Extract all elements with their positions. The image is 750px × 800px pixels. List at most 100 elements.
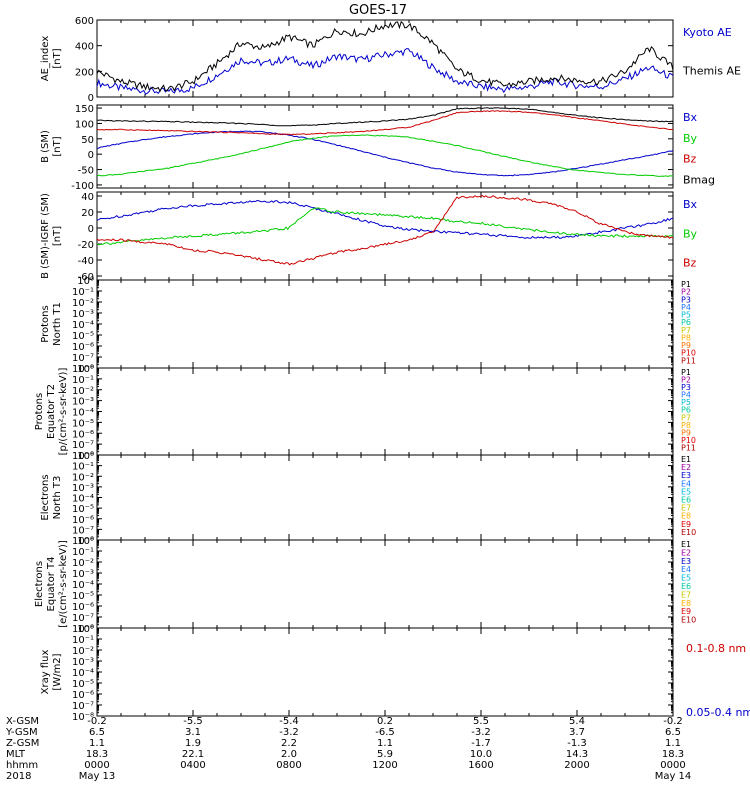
panel-b_sm: -100 -50 0 50 100 150 B (SM) [nT] Bx By Bz Bmag	[40, 104, 715, 192]
y-tick-label: 10⁻⁶	[72, 515, 94, 526]
x-row-label: X-GSM	[6, 716, 39, 727]
y-tick-label: 400	[75, 42, 94, 53]
plot-title: GOES-17	[349, 3, 407, 18]
panel-protons_t2: 10⁰10⁻¹10⁻²10⁻³10⁻⁴10⁻⁵10⁻⁶10⁻⁷10⁻⁸Proto…	[34, 364, 696, 462]
legend-entry: E5	[681, 487, 691, 496]
legend-entry: E9	[681, 520, 691, 529]
x-tick-value: 2.2	[281, 738, 297, 749]
legend-entry: Bx	[683, 198, 698, 211]
series-line-bmag	[97, 107, 674, 127]
legend-entry: P10	[681, 349, 696, 358]
legend-entry: By	[683, 227, 698, 240]
y-tick-label: 10⁻³	[72, 397, 94, 408]
x-tick-value: -5.4	[279, 716, 299, 727]
y-tick-label: 10⁰	[77, 364, 94, 375]
x-tick-value: 5.4	[569, 716, 585, 727]
x-tick-value: -1.3	[567, 738, 587, 749]
y-tick-label: 10⁻²	[72, 558, 94, 569]
x-tick-value: 22.1	[182, 749, 204, 760]
legend-entry: E1	[681, 455, 691, 464]
y-tick-label: 10⁻⁵	[72, 591, 94, 602]
legend-entry: P2	[681, 376, 691, 385]
x-tick-value: 18.3	[86, 749, 108, 760]
series-line-themis-ae	[96, 20, 674, 93]
x-tick-value: -5.5	[183, 716, 203, 727]
x-row-label: Z-GSM	[6, 738, 39, 749]
y-tick-label: 20	[81, 208, 94, 219]
panel-electrons_t4: 10⁰10⁻¹10⁻²10⁻³10⁻⁴10⁻⁵10⁻⁶10⁻⁷10⁻⁸Elect…	[34, 536, 696, 635]
legend-entry: E7	[681, 504, 691, 513]
y-tick-label: 10⁰	[77, 624, 94, 635]
y-tick-label: -40	[78, 256, 94, 267]
series-line-bz	[96, 110, 674, 136]
x-tick-value: 10.0	[470, 749, 492, 760]
y-tick-label: 10⁰	[77, 536, 94, 547]
legend-entry: Bz	[683, 257, 697, 270]
x-row-label: MLT	[6, 749, 26, 760]
y-tick-label: 0	[88, 150, 94, 161]
x-row-label: hhmm	[6, 760, 38, 771]
legend-entry: E3	[681, 557, 691, 566]
y-tick-label: 10⁰	[77, 276, 94, 287]
panel-b_igrf: -60 -40 -20 0 20 40 B (SM)-IGRF (SM) [nT] Bx By Bz	[40, 191, 698, 283]
x-row-label: 2018	[6, 771, 31, 782]
legend-entry: E4	[681, 565, 691, 574]
y-axis-label: North T1	[52, 302, 63, 346]
legend-entry: E1	[681, 540, 691, 549]
legend-entry: E4	[681, 479, 691, 488]
y-tick-label: 10⁻⁸	[72, 624, 94, 635]
x-tick-value: 1200	[372, 760, 397, 771]
y-axis-label: Xray flux	[40, 650, 51, 695]
y-tick-label: 10⁻⁴	[72, 494, 94, 505]
y-tick-label: 150	[75, 104, 94, 115]
y-tick-label: -100	[71, 181, 94, 192]
y-tick-label: 40	[81, 192, 94, 203]
y-tick-label: 10⁻³	[72, 483, 94, 494]
y-tick-label: 10⁻⁵	[72, 679, 94, 690]
x-tick-value: 5.9	[377, 749, 393, 760]
x-tick-value: 1.1	[665, 738, 681, 749]
legend-entry: By	[683, 132, 698, 145]
legend-entry: E9	[681, 607, 691, 616]
series-line-bz	[96, 194, 674, 266]
panel-frame	[96, 454, 674, 541]
series-line-kyoto-ae	[96, 48, 674, 95]
legend-entry: P7	[681, 413, 691, 422]
x-tick-value: -0.2	[87, 716, 107, 727]
y-tick-label: 10⁻¹	[72, 547, 94, 558]
y-tick-label: 10⁻⁶	[72, 429, 94, 440]
x-tick-value: 0800	[276, 760, 301, 771]
y-tick-label: 10⁻⁸	[72, 536, 94, 547]
series-line-by	[96, 134, 674, 178]
x-row-label: Y-GSM	[5, 727, 38, 738]
legend-entry: E7	[681, 590, 691, 599]
x-tick-value: -0.2	[663, 716, 683, 727]
x-tick-value: 1.1	[377, 738, 393, 749]
y-tick-label: 10⁻⁷	[72, 353, 94, 364]
x-tick-value: 18.3	[662, 749, 684, 760]
y-axis-label: B (SM)	[40, 130, 51, 163]
y-tick-label: 10⁻⁴	[72, 320, 94, 331]
legend-entry: E5	[681, 574, 691, 583]
legend-entry: E10	[681, 616, 696, 625]
legend-entry: 0.05-0.4 nm	[686, 706, 750, 719]
series-line-bx	[96, 199, 674, 239]
legend-entry: P11	[681, 356, 696, 365]
y-tick-label: 10⁻¹	[72, 462, 94, 473]
legend-entry: P3	[681, 383, 691, 392]
y-tick-label: 600	[75, 16, 94, 27]
legend-entry: P1	[681, 368, 691, 377]
y-tick-label: 10⁻²	[72, 472, 94, 483]
y-tick-label: -20	[78, 240, 94, 251]
legend-entry: P9	[681, 341, 691, 350]
x-tick-value: -3.2	[471, 727, 491, 738]
x-tick-value: 14.3	[566, 749, 588, 760]
y-axis-label: Protons	[40, 305, 51, 342]
y-axis-label: [p/(cm²-s-sr-keV)]	[58, 368, 69, 456]
panel-frame	[96, 367, 674, 456]
panel-protons_t1: 10⁰10⁻¹10⁻²10⁻³10⁻⁴10⁻⁵10⁻⁶10⁻⁷10⁻⁸Proto…	[40, 276, 696, 375]
x-tick-value: -1.7	[471, 738, 491, 749]
legend-entry: E3	[681, 471, 691, 480]
y-tick-label: 10⁻²	[72, 646, 94, 657]
panel-frame	[96, 104, 674, 189]
